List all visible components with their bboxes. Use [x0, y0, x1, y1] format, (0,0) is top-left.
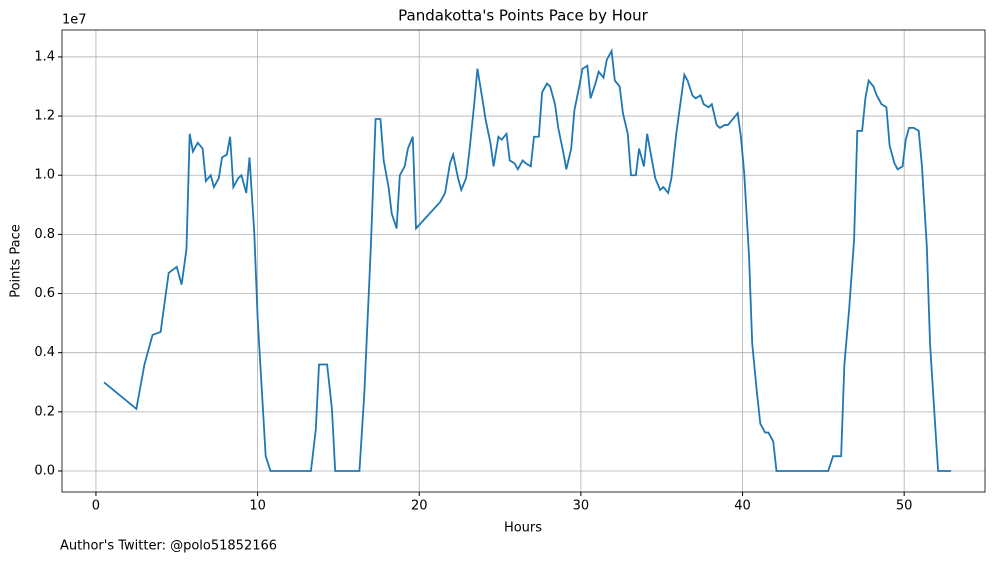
y-tick-label: 0.8	[34, 227, 55, 242]
line	[103, 48, 952, 472]
y-axis-label: Points Pace	[9, 224, 24, 298]
y-tick-label: 1.0	[34, 168, 55, 183]
y-tick-label: 0.0	[34, 464, 55, 479]
x-axis-label: Hours	[504, 521, 542, 536]
y-offset-label: 1e7	[62, 13, 87, 28]
y-tick-label: 1.4	[34, 49, 55, 64]
y-tick-label: 0.2	[34, 404, 55, 419]
x-tick-label: 20	[411, 499, 428, 514]
x-tick-label: 50	[896, 499, 913, 514]
y-tick-label: 1.2	[34, 109, 55, 124]
plot-frame	[61, 29, 986, 493]
chart-title: Pandakotta's Points Pace by Hour	[398, 7, 649, 25]
y-tick-label: 0.6	[34, 286, 55, 301]
x-tick-label: 0	[92, 499, 100, 514]
x-tick-label: 30	[573, 499, 590, 514]
y-tick-label: 0.4	[34, 345, 55, 360]
x-tick-label: 40	[734, 499, 751, 514]
x-tick-label: 10	[249, 499, 266, 514]
footer: Author's Twitter: @polo51852166	[60, 539, 277, 554]
